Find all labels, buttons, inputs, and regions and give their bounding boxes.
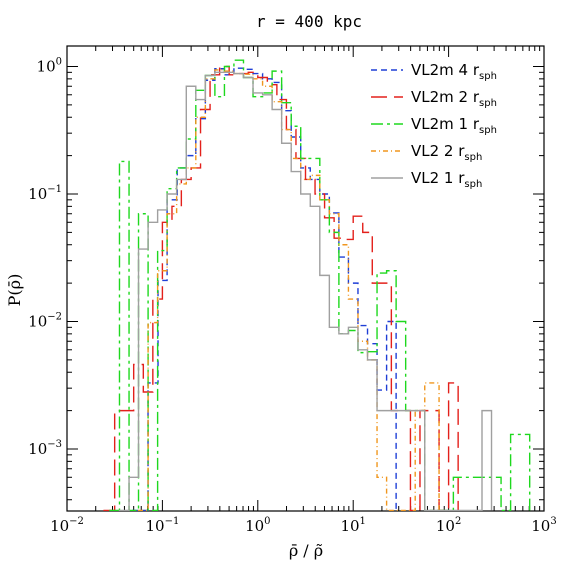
plot-frame [66,45,545,512]
legend: VL2m 4 rsph VL2m 2 rsph VL2m 1 rsph VL2 2 r… [371,61,497,190]
x-tick-label: 101 [340,516,365,535]
series-line-1 [132,67,397,511]
legend-label: VL2m 1 rsph [411,115,497,136]
axis-ticks: 10−2 10−1 100 101 102 103 100 10−1 10−2 10−3 [28,46,557,535]
x-tick-label: 10−2 [50,516,84,535]
series-line-4 [137,69,440,511]
x-tick-label: 102 [436,516,461,535]
x-tick-label: 100 [245,516,270,535]
legend-label: VL2 2 rsph [411,142,482,163]
y-tick-label: 10−3 [28,439,62,458]
chart-title: r = 400 kpc [256,12,362,31]
legend-label: VL2m 2 rsph [411,88,497,109]
y-axis-label: P(ρ̄) [5,274,24,307]
series-layer [103,59,531,511]
legend-label: VL2 1 rsph [411,169,482,190]
x-axis-label: ρ̄ / ρ̃ [289,541,323,560]
legend-label: VL2m 4 rsph [411,61,497,82]
series-line-5 [118,71,493,511]
x-tick-label: 10−1 [145,516,179,535]
y-tick-label: 10−1 [28,184,62,203]
y-tick-label: 10−2 [28,312,62,331]
y-tick-label: 100 [37,57,62,76]
x-tick-label: 103 [531,516,556,535]
